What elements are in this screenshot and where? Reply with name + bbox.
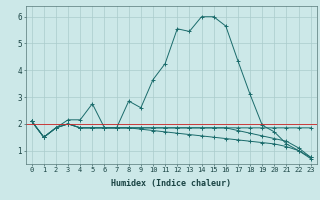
X-axis label: Humidex (Indice chaleur): Humidex (Indice chaleur) [111, 179, 231, 188]
